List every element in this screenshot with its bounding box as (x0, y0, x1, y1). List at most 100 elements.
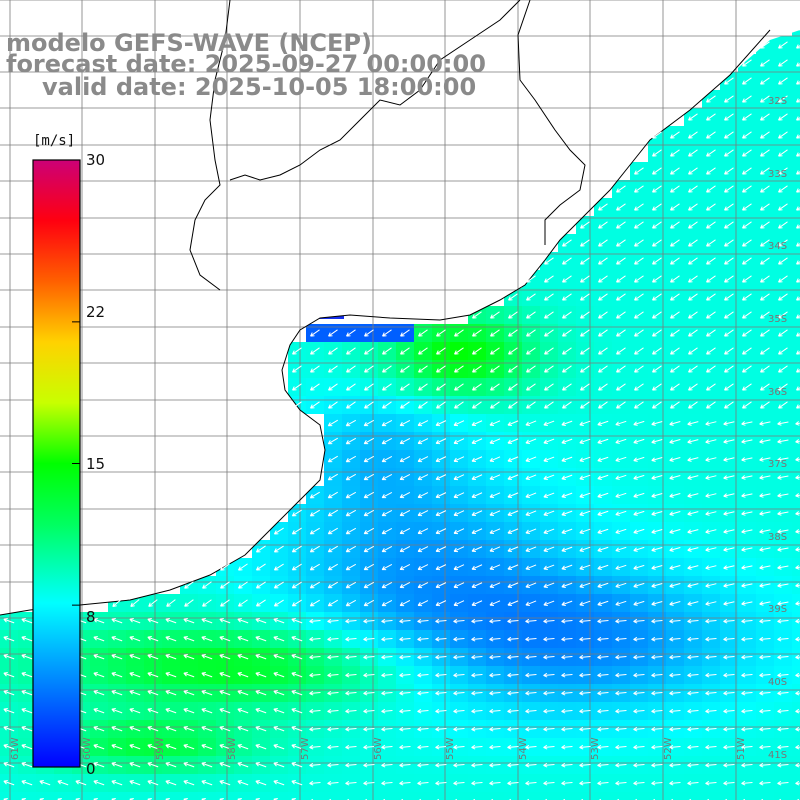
wind-arrow (759, 421, 771, 426)
wind-arrow (777, 726, 789, 732)
wind-arrow (669, 439, 681, 444)
wind-arrow (580, 311, 590, 319)
wind-arrow (273, 708, 285, 714)
wind-arrow (597, 672, 609, 678)
wind-arrow (760, 131, 770, 139)
wind-arrow (760, 185, 770, 193)
wind-arrow (417, 600, 429, 607)
wind-arrow (417, 708, 429, 714)
wind-arrow (507, 456, 519, 463)
wind-arrow (183, 708, 195, 714)
wind-arrow (93, 726, 105, 732)
wind-arrow (399, 510, 411, 517)
wind-arrow (651, 618, 663, 624)
wind-arrow (507, 708, 519, 714)
wind-arrow (453, 672, 465, 678)
field-cell (792, 396, 800, 414)
lat-label: 39S (768, 604, 787, 615)
wind-arrow (3, 744, 15, 750)
wind-arrow (543, 636, 555, 642)
wind-arrow (345, 455, 357, 463)
wind-arrow (399, 726, 411, 732)
wind-arrow (525, 492, 537, 499)
wind-arrow (615, 564, 627, 570)
wind-arrow (652, 167, 662, 175)
wind-arrow (507, 474, 519, 481)
wind-arrow (597, 618, 609, 624)
wind-arrow (705, 654, 717, 660)
wind-arrow (508, 347, 518, 355)
wind-arrow (526, 383, 536, 391)
wind-arrow (526, 401, 536, 409)
wind-arrow (399, 564, 411, 571)
field-cell (792, 324, 800, 342)
wind-arrow (453, 618, 465, 624)
wind-arrow (795, 618, 800, 624)
wind-arrow (525, 762, 537, 768)
wind-arrow (760, 347, 770, 355)
wind-arrow (724, 311, 734, 319)
wind-arrow (597, 600, 609, 606)
wind-arrow (201, 780, 213, 786)
wind-arrow (777, 636, 789, 642)
wind-arrow (328, 329, 338, 337)
wind-arrow (669, 565, 681, 570)
wind-arrow (400, 347, 410, 355)
wind-arrow (723, 529, 735, 534)
wind-arrow (723, 511, 735, 516)
wind-arrow (327, 744, 339, 750)
wind-arrow (309, 491, 320, 499)
wind-arrow (327, 618, 339, 624)
wind-arrow (309, 744, 321, 750)
wind-arrow (741, 511, 753, 516)
wind-arrow (490, 401, 500, 409)
wind-arrow (489, 564, 501, 571)
wind-arrow (634, 221, 644, 229)
wind-arrow (165, 636, 177, 642)
wind-arrow (778, 59, 788, 67)
wind-arrow (778, 329, 788, 337)
wind-arrow (525, 780, 537, 786)
wind-arrow (616, 221, 626, 229)
wind-arrow (507, 780, 519, 786)
wind-arrow (400, 383, 410, 391)
wind-arrow (525, 438, 537, 445)
wind-arrow (237, 618, 249, 624)
wind-arrow (597, 744, 609, 750)
wind-arrow (363, 419, 375, 427)
wind-arrow (507, 636, 519, 642)
wind-arrow (328, 383, 338, 391)
wind-arrow (616, 257, 626, 265)
wind-arrow (381, 762, 393, 768)
wind-arrow (435, 618, 447, 624)
wind-arrow (706, 311, 716, 319)
wind-arrow (760, 167, 770, 175)
wind-arrow (760, 365, 770, 373)
wind-arrow (706, 401, 716, 409)
wind-arrow (489, 420, 501, 427)
colorbar-tick-15: 15 (86, 455, 106, 473)
wind-arrow (580, 257, 590, 265)
wind-arrow (670, 293, 680, 301)
wind-arrow (741, 547, 753, 552)
wind-arrow (525, 546, 537, 553)
wind-arrow (651, 690, 663, 696)
wind-arrow (183, 780, 195, 786)
wind-arrow (345, 726, 357, 732)
wind-arrow (597, 654, 609, 660)
wind-arrow (471, 726, 483, 732)
wind-arrow (237, 762, 249, 768)
wind-arrow (291, 744, 303, 750)
wind-arrow (472, 311, 482, 319)
wind-arrow (399, 618, 411, 624)
wind-arrow (508, 311, 518, 319)
wind-arrow (760, 329, 770, 337)
wind-arrow (363, 581, 375, 589)
wind-arrow (309, 599, 320, 607)
wind-arrow (669, 421, 681, 426)
wind-arrow (507, 510, 519, 517)
wind-arrow (363, 491, 375, 499)
wind-arrow (471, 582, 483, 589)
wind-arrow (597, 474, 609, 480)
wind-arrow (417, 438, 429, 445)
